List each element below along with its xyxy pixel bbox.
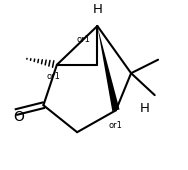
Text: H: H xyxy=(140,102,149,115)
Text: O: O xyxy=(14,110,24,124)
Text: or1: or1 xyxy=(109,121,123,130)
Text: or1: or1 xyxy=(47,72,61,81)
Text: or1: or1 xyxy=(77,35,91,44)
Text: H: H xyxy=(92,3,102,16)
Polygon shape xyxy=(97,26,120,111)
